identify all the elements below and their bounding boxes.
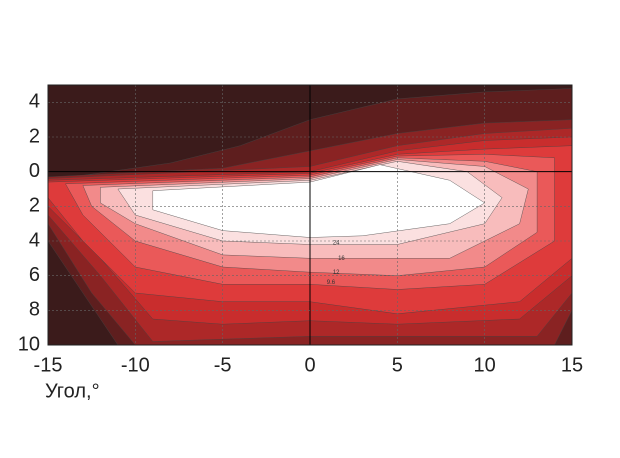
contour-label: 9.6 — [327, 280, 336, 286]
y-tick-label: 8 — [29, 299, 40, 321]
plot-frame — [47, 84, 573, 346]
y-tick-label: 6 — [29, 264, 40, 286]
x-tick-label: 0 — [304, 354, 315, 376]
y-tick-label: 10 — [18, 333, 40, 355]
y-tick-label: 2 — [29, 195, 40, 217]
x-tick-label: -10 — [121, 354, 150, 376]
contour-label: 16 — [338, 256, 345, 262]
x-tick-label: -5 — [214, 354, 232, 376]
x-tick-label: -15 — [34, 354, 63, 376]
x-tick-label: 5 — [392, 354, 403, 376]
y-tick-label: 4 — [29, 91, 40, 113]
x-tick-label: 10 — [474, 354, 496, 376]
y-tick-label: 0 — [29, 160, 40, 182]
x-axis-label: Угол,° — [45, 380, 100, 402]
contour-label: 24 — [333, 240, 340, 246]
y-tick-label: 2 — [29, 125, 40, 147]
contour-label: 12 — [333, 270, 340, 276]
y-tick-label: 4 — [29, 229, 40, 251]
contour-region — [152, 164, 486, 238]
x-tick-label: 15 — [561, 354, 583, 376]
